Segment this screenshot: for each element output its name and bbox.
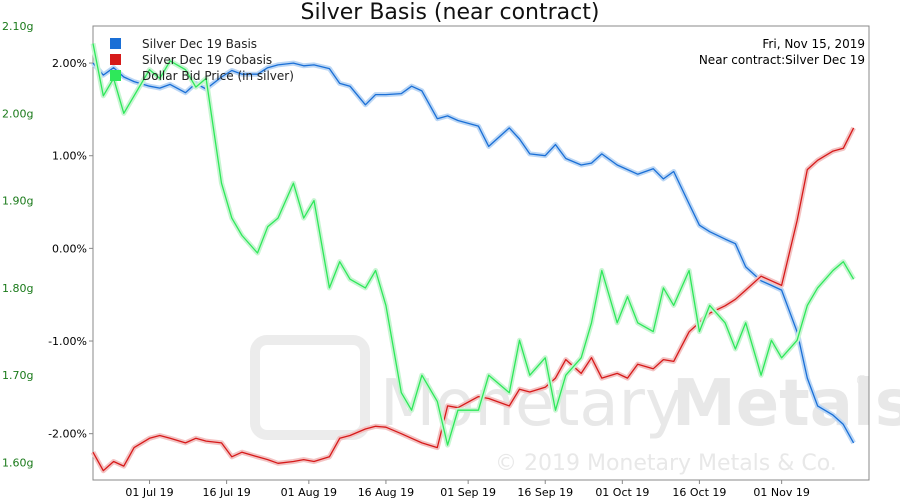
legend-label-basis: Silver Dec 19 Basis <box>142 37 257 51</box>
x-axis-tick-label: 16 Jul 19 <box>202 486 250 499</box>
date-annotation: Fri, Nov 15, 2019 <box>762 37 865 51</box>
watermark-brand-part2: Metals <box>672 367 900 441</box>
secondary-axis-tick-label: 1.80g <box>2 282 33 295</box>
watermark-copyright: © 2019 Monetary Metals & Co. <box>495 451 837 476</box>
watermark-brand-part1: Monetary <box>380 367 683 441</box>
x-axis-tick-label: 01 Aug 19 <box>281 486 337 499</box>
x-axis-tick-label: 01 Nov 19 <box>753 486 809 499</box>
watermark-logo-icon <box>250 335 370 440</box>
legend: Silver Dec 19 Basis Silver Dec 19 Cobasi… <box>110 37 294 83</box>
watermark-registered-mark: ® <box>855 373 869 389</box>
left-axis: 2.00% 1.00% 0.00% -1.00% -2.00% <box>48 57 93 441</box>
plot-frame <box>92 25 870 481</box>
legend-label-cobasis: Silver Dec 19 Cobasis <box>142 53 272 67</box>
series-line-0 <box>92 62 855 444</box>
series-line-1 <box>92 127 855 472</box>
x-axis-tick-label: 16 Sep 19 <box>517 486 573 499</box>
right-axis: 2.10g 2.00g 1.90g 1.80g 1.70g 1.60g <box>2 20 33 470</box>
legend-swatch-cobasis <box>110 54 121 65</box>
x-axis-tick-label: 01 Jul 19 <box>125 486 173 499</box>
legend-swatch-basis <box>110 38 121 49</box>
secondary-axis-tick-label: 2.10g <box>2 20 33 33</box>
secondary-axis-tick-label: 1.60g <box>2 457 33 470</box>
legend-swatch-dollar-bid <box>110 70 121 81</box>
series-line-2 <box>92 43 855 446</box>
x-axis-tick-label: 16 Aug 19 <box>358 486 414 499</box>
x-axis-tick-label: 16 Oct 19 <box>672 486 726 499</box>
series-layer <box>90 43 856 474</box>
x-axis-tick-label: 01 Oct 19 <box>595 486 649 499</box>
legend-label-dollar-bid: Dollar Bid Price (in silver) <box>142 69 294 83</box>
left-axis-tick-label: 0.00% <box>52 242 87 255</box>
left-axis-tick-label: 1.00% <box>52 150 87 163</box>
secondary-axis-tick-label: 1.90g <box>2 195 33 208</box>
chart-title: Silver Basis (near contract) <box>301 0 600 25</box>
secondary-axis-tick-label: 1.70g <box>2 369 33 382</box>
secondary-axis-tick-label: 2.00g <box>2 107 33 120</box>
left-axis-tick-label: 2.00% <box>52 57 87 70</box>
left-axis-tick-label: -1.00% <box>48 335 87 348</box>
left-axis-tick-label: -2.00% <box>48 428 87 441</box>
x-axis: 01 Jul 19 16 Jul 19 01 Aug 19 16 Aug 19 01 S… <box>125 480 810 499</box>
near-contract-annotation: Near contract:Silver Dec 19 <box>699 53 865 67</box>
watermark: Monetary Metals ® © 2019 Monetary Metals… <box>250 335 900 476</box>
x-axis-tick-label: 01 Sep 19 <box>440 486 496 499</box>
